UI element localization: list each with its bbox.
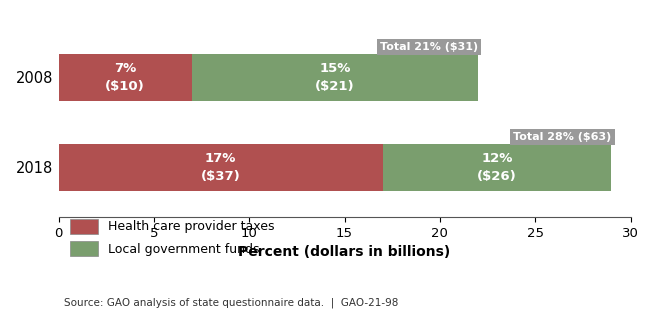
X-axis label: Percent (dollars in billions): Percent (dollars in billions) <box>239 245 450 259</box>
Text: 7%
($10): 7% ($10) <box>105 62 145 93</box>
Bar <box>383 144 612 191</box>
Text: 12%
($26): 12% ($26) <box>477 152 517 183</box>
Text: Source: GAO analysis of state questionnaire data.  |  GAO-21-98: Source: GAO analysis of state questionna… <box>64 297 398 308</box>
Text: 15%
($21): 15% ($21) <box>315 62 355 93</box>
Bar <box>192 54 478 100</box>
Bar <box>58 54 192 100</box>
Legend: Health care provider taxes, Local government funds: Health care provider taxes, Local govern… <box>70 219 274 256</box>
Text: 17%
($37): 17% ($37) <box>201 152 240 183</box>
Bar <box>58 144 383 191</box>
Text: Total 21% ($31): Total 21% ($31) <box>380 42 478 52</box>
Text: Total 28% ($63): Total 28% ($63) <box>514 132 612 142</box>
